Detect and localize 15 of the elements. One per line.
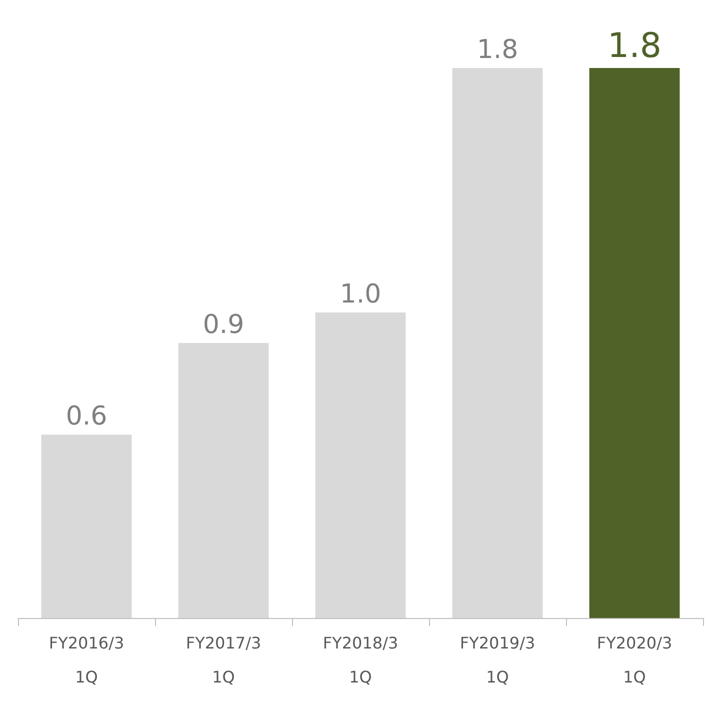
data-label: 1.8 xyxy=(607,26,662,66)
x-tick-label: FY2019/3 1Q xyxy=(460,634,536,686)
data-label: 0.9 xyxy=(202,310,244,340)
x-tick-label: FY2017/3 1Q xyxy=(186,634,262,686)
x-tick-label: FY2018/3 1Q xyxy=(322,634,398,686)
bar xyxy=(41,434,132,618)
bar xyxy=(178,343,269,618)
bar xyxy=(452,68,543,618)
data-label: 1.8 xyxy=(476,35,518,65)
bar xyxy=(315,312,406,618)
bar xyxy=(589,68,680,618)
x-tick-label: FY2016/3 1Q xyxy=(48,634,124,686)
x-tick-label: FY2020/3 1Q xyxy=(596,634,672,686)
data-label: 0.6 xyxy=(66,402,108,432)
data-label: 1.0 xyxy=(340,279,382,310)
